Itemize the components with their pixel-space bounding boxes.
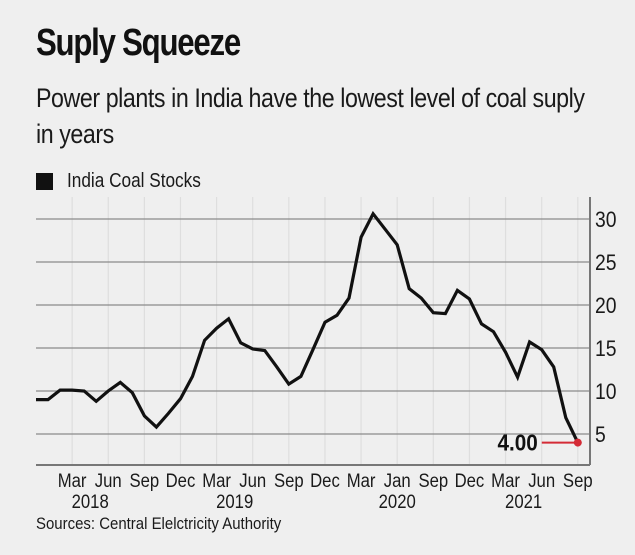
x-tick-label: Mar — [491, 470, 520, 491]
chart-title: Suply Squeeze — [36, 22, 241, 64]
x-tick-label: Jun — [95, 470, 122, 491]
y-tick-label: 15 — [595, 337, 617, 361]
chart-subtitle: Power plants in India have the lowest le… — [36, 83, 585, 149]
legend: India Coal Stocks — [36, 170, 223, 193]
x-tick-label: Sep — [563, 470, 593, 491]
x-tick-label: Jun — [239, 470, 266, 491]
legend-label: India Coal Stocks — [67, 170, 201, 192]
x-year-label: 2020 — [379, 491, 416, 512]
x-tick-label: Sep — [418, 470, 448, 491]
x-tick-label: Dec — [166, 470, 196, 491]
annotation-label: 4.00 — [498, 430, 538, 456]
annotations: 4.00 — [498, 430, 582, 456]
x-tick-label: Jun — [528, 470, 555, 491]
x-tick-labels: Mar Jun Sep Dec Mar Jun Sep Dec Mar Jan Sep Dec Mar J… — [58, 470, 593, 512]
x-tick-label: Dec — [310, 470, 340, 491]
x-year-label: 2018 — [72, 491, 109, 512]
legend-swatch-icon — [36, 173, 53, 190]
x-tick-label: Mar — [347, 470, 376, 491]
x-year-label: 2019 — [216, 491, 253, 512]
horizontal-gridlines — [36, 218, 590, 435]
x-tick-label: Sep — [129, 470, 159, 491]
x-tick-label: Mar — [58, 470, 87, 491]
x-year-label: 2021 — [505, 491, 542, 512]
y-tick-label: 10 — [595, 380, 617, 404]
y-tick-label: 5 — [595, 423, 606, 447]
y-tick-label: 30 — [595, 208, 617, 232]
x-tick-label: Mar — [202, 470, 231, 491]
axes — [36, 197, 591, 466]
y-tick-label: 25 — [595, 251, 617, 275]
annotation-marker — [573, 438, 582, 447]
x-tick-label: Sep — [274, 470, 304, 491]
series — [36, 210, 580, 444]
series-line-india-coal-stocks — [36, 210, 580, 444]
vertical-gridlines — [71, 197, 579, 465]
y-tick-label: 20 — [595, 294, 617, 318]
x-tick-label: Jan — [384, 470, 411, 491]
y-tick-labels: 5 10 15 20 25 30 — [595, 208, 617, 447]
source-note: Sources: Central Elelctricity Authority — [36, 514, 282, 533]
x-tick-label: Dec — [455, 470, 485, 491]
